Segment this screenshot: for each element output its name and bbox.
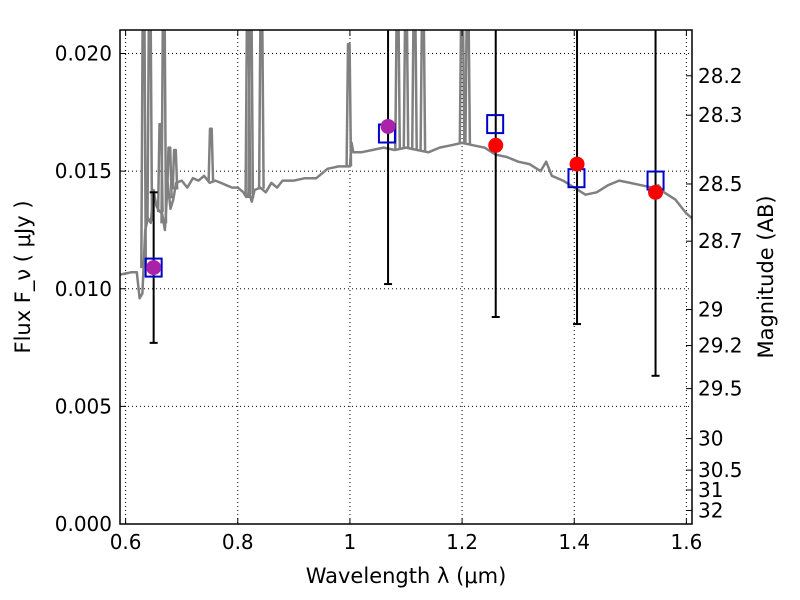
magnitude-tick-label: 28.2: [698, 64, 743, 88]
observed-points: [146, 118, 664, 276]
emission-spike: [171, 148, 179, 190]
y-tick-label: 0.005: [55, 394, 112, 418]
x-tick-label: 0.6: [110, 530, 142, 554]
emission-spike: [394, 30, 402, 150]
model-points: [144, 114, 665, 278]
magnitude-tick-label: 32: [698, 498, 723, 522]
y-tick-label: 0.020: [55, 42, 112, 66]
emission-spike: [140, 30, 148, 269]
plot-area: [120, 30, 692, 377]
observed-point: [380, 118, 396, 134]
magnitude-tick-label: 30: [698, 427, 723, 451]
observed-point: [488, 137, 504, 153]
emission-spike: [160, 30, 168, 224]
magnitude-tick-label: 28.3: [698, 103, 743, 127]
magnitude-tick-label: 31: [698, 478, 723, 502]
observed-point: [648, 184, 664, 200]
x-axis-ticks: 0.6 0.8 1 1.2 1.4 1.6: [110, 30, 702, 554]
x-tick-label: 1.4: [558, 530, 590, 554]
magnitude-tick-label: 29.2: [698, 334, 743, 358]
x-tick-label: 1.2: [446, 530, 478, 554]
plot-frame: [119, 29, 693, 525]
observed-point: [569, 156, 585, 172]
spectrum-line: [120, 141, 692, 300]
emission-spike: [257, 30, 265, 189]
emission-spike: [458, 30, 466, 143]
x-axis-label: Wavelength λ (μm): [306, 564, 507, 588]
emission-spike: [146, 30, 154, 222]
magnitude-tick-label: 28.7: [698, 229, 743, 253]
x-tick-label: 0.8: [222, 530, 254, 554]
emission-spike: [165, 146, 173, 199]
model-point: [486, 114, 505, 135]
emission-spikes: [140, 30, 472, 269]
magnitude-tick-label: 30.5: [698, 458, 743, 482]
emission-spike: [345, 42, 353, 167]
emission-spike: [402, 30, 410, 148]
y-axis-ticks: 0.000 0.005 0.010 0.015 0.020: [55, 42, 126, 536]
y-tick-label: 0.015: [55, 159, 112, 183]
grid-lines: [120, 30, 692, 524]
model-point: [144, 257, 163, 278]
emission-spike: [207, 127, 215, 183]
magnitude-axis-label: Magnitude (AB): [754, 195, 778, 358]
magnitude-tick-label: 28.5: [698, 172, 743, 196]
x-tick-label: 1: [344, 530, 357, 554]
emission-spike: [247, 30, 255, 199]
magnitude-tick-label: 29: [698, 297, 723, 321]
emission-spike: [464, 30, 472, 145]
x-tick-label: 1.6: [670, 530, 702, 554]
emission-spike: [410, 30, 418, 150]
emission-spike: [419, 30, 427, 152]
y-tick-label: 0.010: [55, 277, 112, 301]
observed-point: [146, 260, 162, 276]
y-tick-label: 0.000: [55, 512, 112, 536]
magnitude-tick-label: 29.5: [698, 377, 743, 401]
y-axis-label: Flux F_ν ( μJy ): [11, 200, 36, 353]
